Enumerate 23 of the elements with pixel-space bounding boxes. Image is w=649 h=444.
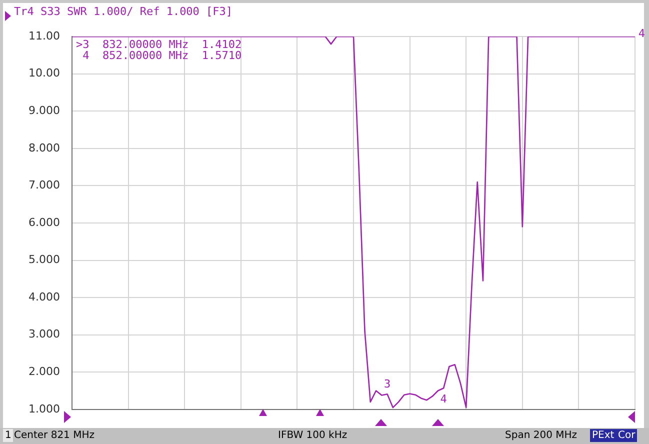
annotation: 3 <box>384 377 391 390</box>
text: Center 821 MHz <box>14 429 94 442</box>
y-tick-label: 9.000 <box>28 104 60 118</box>
text: IFBW 100 kHz <box>278 429 348 442</box>
chart-title: Tr4 S33 SWR 1.000/ Ref 1.000 [F3] <box>14 5 233 18</box>
y-tick-label: 2.000 <box>28 364 60 378</box>
y-tick-label: 1.000 <box>28 402 60 416</box>
y-tick-label: 5.000 <box>28 253 60 266</box>
y-tick-label: 10.00 <box>28 66 60 80</box>
text: 4 <box>638 26 646 40</box>
annotation: 4 852.00000 MHz 1.5710 <box>76 48 242 62</box>
text: 1 <box>3 429 14 442</box>
y-tick-label: 4.000 <box>28 290 60 304</box>
text: Cor <box>616 429 638 442</box>
annotation: >3 832.00000 MHz 1.4102 <box>76 38 242 51</box>
text: Span 200 MHz <box>505 429 578 442</box>
y-tick-label: 3.000 <box>28 328 60 341</box>
y-tick-label: 8.000 <box>28 141 60 154</box>
y-tick-label: 6.000 <box>28 216 60 229</box>
annotation: 4 <box>440 392 448 406</box>
text: PExt <box>590 429 616 442</box>
y-tick-label: 7.000 <box>28 178 60 192</box>
y-tick-label: 11.00 <box>28 29 60 42</box>
